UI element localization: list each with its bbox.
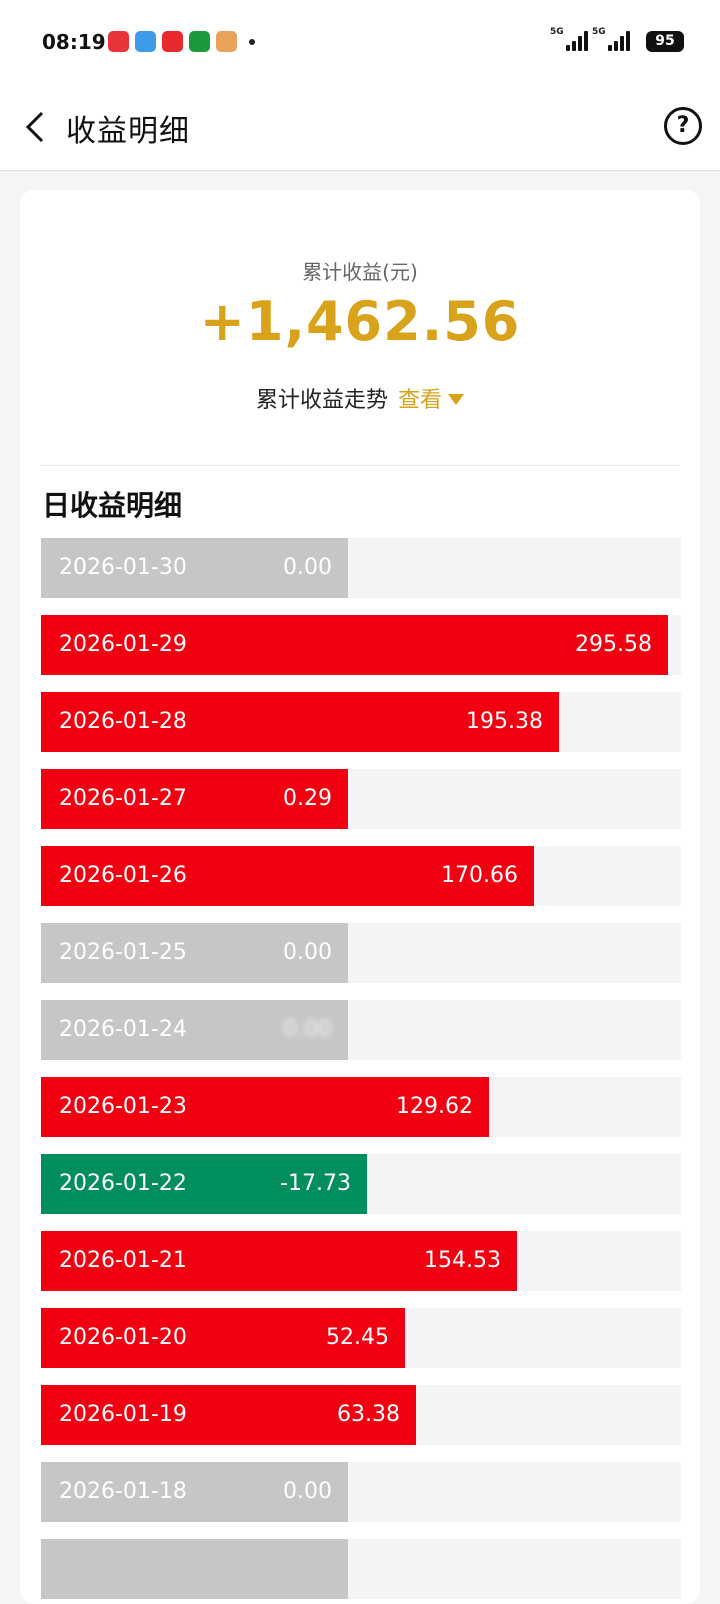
daily-row[interactable]: 2026-01-29 295.58 (41, 615, 681, 675)
mascot-app-icon (216, 31, 237, 52)
signal-2-icon: 5G (592, 27, 630, 51)
earnings-bar (41, 538, 348, 598)
row-value: 195.38 (466, 709, 543, 734)
row-value: -17.73 (280, 1171, 351, 1196)
row-date: 2026-01-20 (59, 1325, 187, 1350)
status-time: 08:19 (42, 30, 106, 54)
earnings-bar (41, 1385, 416, 1445)
row-value: 0.00 (283, 1479, 332, 1504)
earnings-bar (41, 1308, 405, 1368)
daily-row[interactable]: 2026-01-21 154.53 (41, 1231, 681, 1291)
daily-row[interactable]: 2026-01-23 129.62 (41, 1077, 681, 1137)
view-trend-button[interactable]: 查看 (398, 388, 465, 413)
row-date: 2026-01-21 (59, 1248, 187, 1273)
divider (40, 465, 680, 466)
row-value: 63.38 (337, 1402, 400, 1427)
daily-row[interactable]: 2026-01-24 0.00 (41, 1000, 681, 1060)
row-date: 2026-01-30 (59, 555, 187, 580)
more-notifications-dot-icon (249, 38, 255, 45)
daily-row[interactable]: 2026-01-25 0.00 (41, 923, 681, 983)
page-title: 收益明细 (66, 114, 190, 149)
earnings-bar (41, 846, 534, 906)
row-date: 2026-01-23 (59, 1094, 187, 1119)
earnings-bar (41, 769, 348, 829)
earnings-bar (41, 1462, 348, 1522)
row-value: 0.29 (283, 786, 332, 811)
row-date: 2026-01-28 (59, 709, 187, 734)
row-value: 0.00 (283, 940, 332, 965)
weather-app-icon (135, 31, 156, 52)
earnings-bar (41, 1231, 517, 1291)
row-value: 0.00 (283, 555, 332, 580)
chevron-left-icon[interactable] (22, 109, 52, 145)
battery-icon: 95 (646, 31, 684, 52)
row-date: 2026-01-27 (59, 786, 187, 811)
daily-section-title: 日收益明细 (42, 489, 183, 522)
signal-1-label: 5G (550, 27, 564, 37)
daily-row[interactable]: 2026-01-28 195.38 (41, 692, 681, 752)
daily-row[interactable]: 2026-01-30 0.00 (41, 538, 681, 598)
row-date: 2026-01-18 (59, 1479, 187, 1504)
daily-row-partial (41, 1539, 681, 1599)
nav-header: 收益明细 ? (0, 84, 720, 171)
question-circle-icon[interactable]: ? (664, 107, 702, 145)
notification-icons (108, 31, 255, 52)
green-app-icon (189, 31, 210, 52)
daily-row[interactable]: 2026-01-22 -17.73 (41, 1154, 681, 1214)
earnings-bar (41, 1539, 348, 1599)
row-value: 154.53 (424, 1248, 501, 1273)
earnings-bar (41, 923, 348, 983)
row-date: 2026-01-19 (59, 1402, 187, 1427)
row-value: 129.62 (396, 1094, 473, 1119)
row-date: 2026-01-22 (59, 1171, 187, 1196)
trend-label: 累计收益走势 (255, 388, 388, 413)
row-value: 0.00 (283, 1017, 332, 1042)
row-value: 52.45 (326, 1325, 389, 1350)
row-date: 2026-01-29 (59, 632, 187, 657)
trend-row: 累计收益走势 查看 (20, 382, 700, 414)
row-date: 2026-01-24 (59, 1017, 187, 1042)
status-bar: 08:19 5G 5G 95 (0, 0, 720, 84)
daily-row[interactable]: 2026-01-19 63.38 (41, 1385, 681, 1445)
signal-1-icon: 5G (550, 27, 588, 51)
daily-row[interactable]: 2026-01-27 0.29 (41, 769, 681, 829)
row-value: 170.66 (441, 863, 518, 888)
row-value: 295.58 (575, 632, 652, 657)
total-earnings-label: 累计收益(元) (302, 260, 418, 284)
row-date: 2026-01-25 (59, 940, 187, 965)
earnings-bar (41, 615, 668, 675)
daily-row[interactable]: 2026-01-20 52.45 (41, 1308, 681, 1368)
daily-row[interactable]: 2026-01-26 170.66 (41, 846, 681, 906)
earnings-card: 累计收益(元) +1,462.56 累计收益走势 查看 日收益明细 2026-01… (20, 190, 700, 1604)
app-red-icon (108, 31, 129, 52)
total-earnings-value: +1,462.56 (199, 290, 521, 353)
daily-row[interactable]: 2026-01-18 0.00 (41, 1462, 681, 1522)
earnings-bar (41, 1000, 348, 1060)
row-date: 2026-01-26 (59, 863, 187, 888)
signal-2-label: 5G (592, 27, 606, 37)
triangle-down-icon (448, 393, 465, 405)
earnings-bar (41, 692, 559, 752)
earnings-bar (41, 1154, 367, 1214)
view-trend-label: 查看 (398, 388, 443, 413)
news-app-icon (162, 31, 183, 52)
earnings-bar (41, 1077, 489, 1137)
